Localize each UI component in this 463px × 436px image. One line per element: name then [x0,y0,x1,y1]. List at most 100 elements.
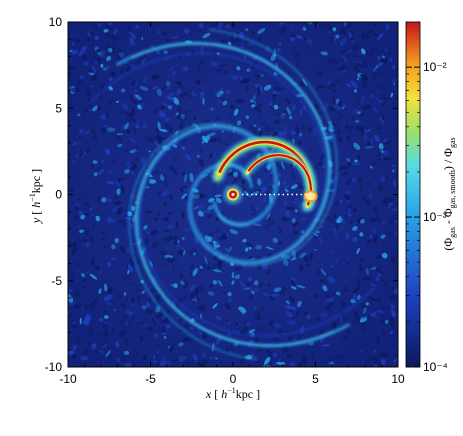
speckle [80,355,89,361]
speckle [85,69,93,75]
speckle [98,262,103,266]
speckle [142,123,148,129]
speckle [318,22,326,28]
speckle [108,76,113,82]
speckle [367,141,372,146]
speckle [353,142,361,150]
speckle [159,128,168,132]
speckle [337,354,340,359]
speckle [95,49,101,53]
speckle [372,74,376,80]
speckle [212,263,218,268]
speckle [226,231,229,237]
x-tick-label: 10 [391,372,405,386]
speckle [143,225,148,230]
speckle [323,101,329,111]
speckle [352,177,356,183]
speckle [289,115,293,120]
speckle [346,22,353,29]
speckle [302,36,307,41]
speckle [90,306,96,311]
speckle [140,57,146,66]
speckle [148,137,157,141]
speckle [344,285,348,290]
speckle [71,351,75,355]
x-tick-label: -5 [145,372,156,386]
speckle [320,268,327,276]
speckle [289,295,295,304]
speckle [134,89,138,93]
speckle [91,213,96,217]
speckle [352,108,359,115]
speckle [69,291,73,299]
colorbar-ticks: 10⁻² 10⁻³ 10⁻⁴ [406,21,448,374]
speckle [161,356,167,365]
speckle [326,58,333,66]
speckle [68,169,71,174]
speckle [72,344,77,351]
speckle [265,124,270,133]
speckle [270,185,275,189]
speckle [376,83,385,89]
speckle [146,327,153,331]
speckle [379,313,385,318]
speckle [370,356,377,361]
speckle [106,218,116,223]
speckle [232,38,241,44]
speckle [90,236,95,243]
speckle [356,78,360,81]
speckle [324,205,328,208]
speckle [255,348,264,353]
speckle [257,28,266,34]
speckle [238,172,243,181]
speckle [189,172,194,183]
speckle [358,52,362,56]
speckle [234,160,242,165]
speckle [375,355,381,361]
speckle [360,48,366,55]
speckle [109,71,115,76]
speckle [227,291,232,297]
speckle [334,223,339,229]
speckle [78,225,83,230]
speckle [74,205,79,211]
speckle [98,349,104,354]
speckle [268,295,276,301]
speckle [300,217,308,221]
speckle [297,182,302,189]
speckle [136,95,143,102]
speckle [340,356,346,360]
speckle [264,356,271,365]
speckle [381,174,389,179]
speckle [132,98,139,107]
speckle [106,24,110,29]
speckle [340,316,343,324]
speckle [94,35,99,40]
speckle [169,65,175,72]
speckle [301,352,307,359]
speckle [294,209,298,213]
speckle [347,329,351,332]
speckle [92,53,97,62]
speckle [370,94,374,98]
speckle [310,355,315,359]
speckle [230,105,235,109]
speckle [362,62,368,68]
speckle [85,212,90,216]
speckle [313,293,319,299]
speckle [97,105,102,111]
center-point [231,193,235,196]
speckle [325,216,331,220]
speckle [176,243,180,253]
speckle [335,291,341,296]
speckle [278,355,286,362]
speckle [182,66,189,72]
speckle [100,332,108,339]
speckle [303,255,310,263]
speckle [157,29,161,35]
speckle [68,265,72,269]
speckle [225,248,231,252]
speckle [99,84,105,89]
speckle [68,102,73,107]
speckle [320,85,328,88]
